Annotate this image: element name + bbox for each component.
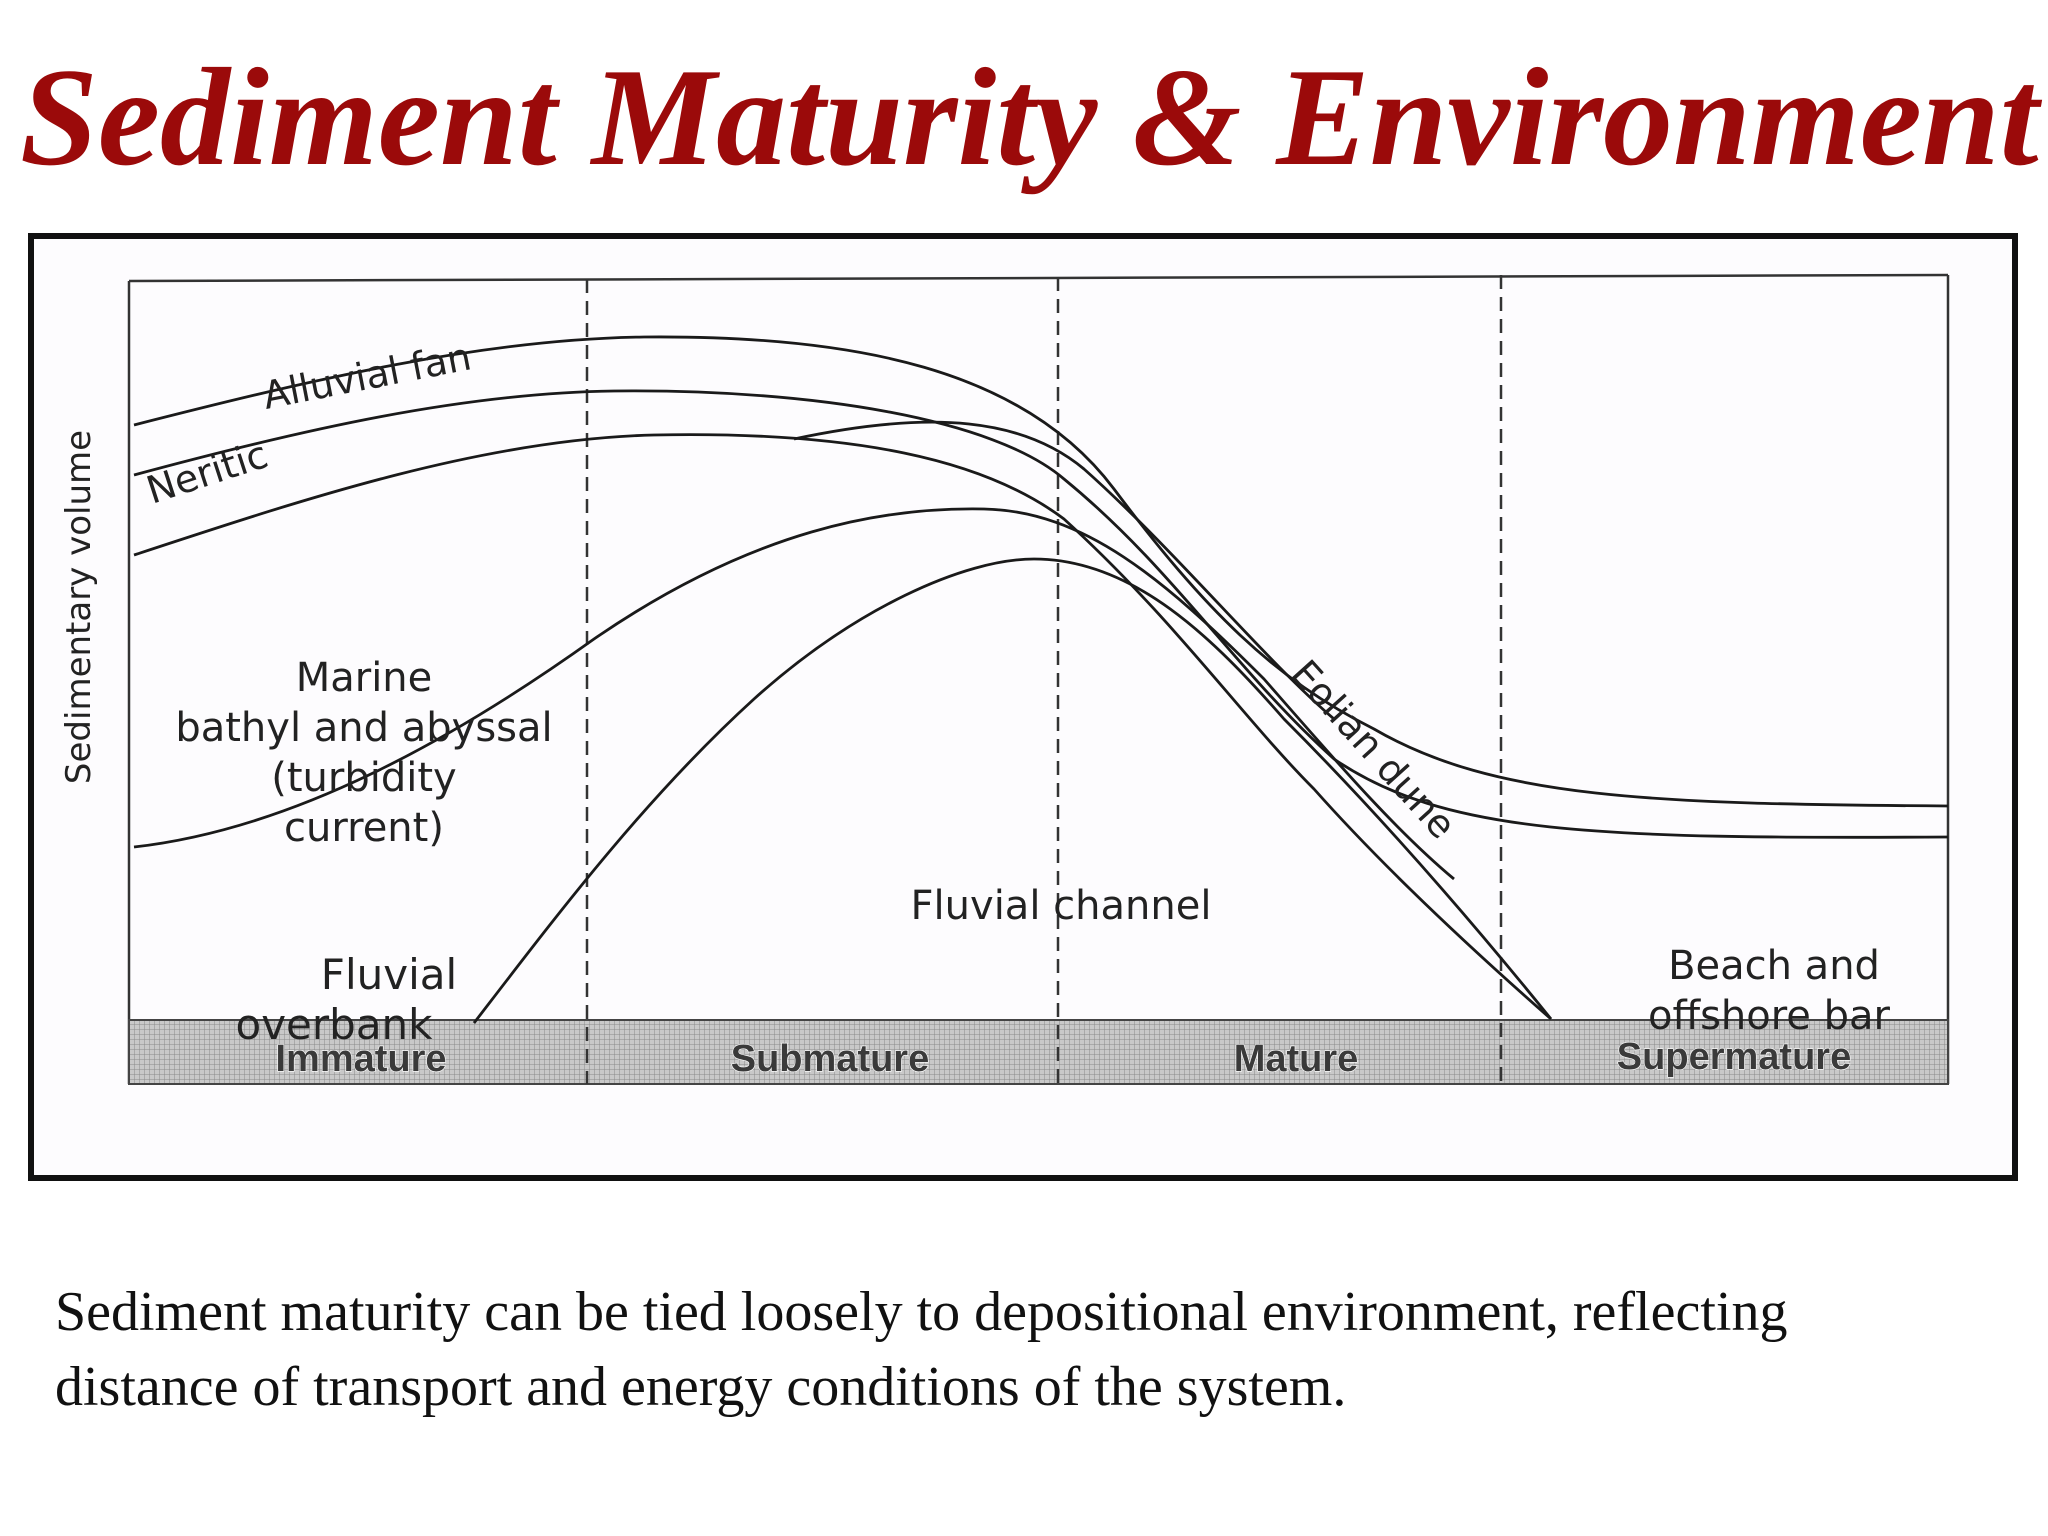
- caption: Sediment maturity can be tied loosely to…: [55, 1275, 2015, 1425]
- label-neritic: Neritic: [141, 432, 273, 512]
- y-axis-label: Sedimentary volume: [59, 430, 99, 784]
- marine-curve: [133, 433, 1552, 1021]
- caption-line-1: Sediment maturity can be tied loosely to…: [55, 1281, 1788, 1343]
- neritic-curve: [133, 389, 1949, 839]
- label-marine-2: bathyl and abyssal: [175, 705, 552, 751]
- maturity-band: [128, 1019, 1949, 1085]
- caption-line-2: distance of transport and energy conditi…: [55, 1356, 1347, 1418]
- label-beach-1: Beach and: [1668, 943, 1880, 989]
- fluvial-overbank-curve: [133, 507, 1455, 881]
- label-marine-3: (turbidity: [271, 755, 456, 801]
- label-fluvial-channel: Fluvial channel: [911, 883, 1212, 929]
- label-fluvial-overbank-1: Fluvial: [321, 950, 457, 999]
- label-marine-4: current): [284, 805, 444, 851]
- eolian-dune-curve: [793, 420, 1335, 721]
- label-mature: Mature: [1234, 1038, 1359, 1080]
- label-marine-1: Marine: [296, 655, 433, 701]
- label-supermature: Supermature: [1617, 1036, 1851, 1078]
- slide-title: Sediment Maturity & Environment: [20, 40, 2039, 195]
- fluvial-channel-curve: [472, 557, 1553, 1024]
- label-beach-2: offshore bar: [1648, 993, 1890, 1039]
- label-fluvial-overbank-2: overbank: [236, 1000, 434, 1049]
- plot-top-edge: [128, 273, 1949, 283]
- alluvial-fan-curve: [133, 335, 1949, 808]
- maturity-diagram: Sedimentary volume Alluvial fan Neritic …: [28, 233, 2018, 1181]
- label-eolian-dune: Eolian dune: [1282, 652, 1464, 848]
- diagram-canvas: Sedimentary volume Alluvial fan Neritic …: [59, 273, 1950, 1085]
- label-submature: Submature: [731, 1038, 929, 1080]
- label-immature: Immature: [275, 1038, 446, 1080]
